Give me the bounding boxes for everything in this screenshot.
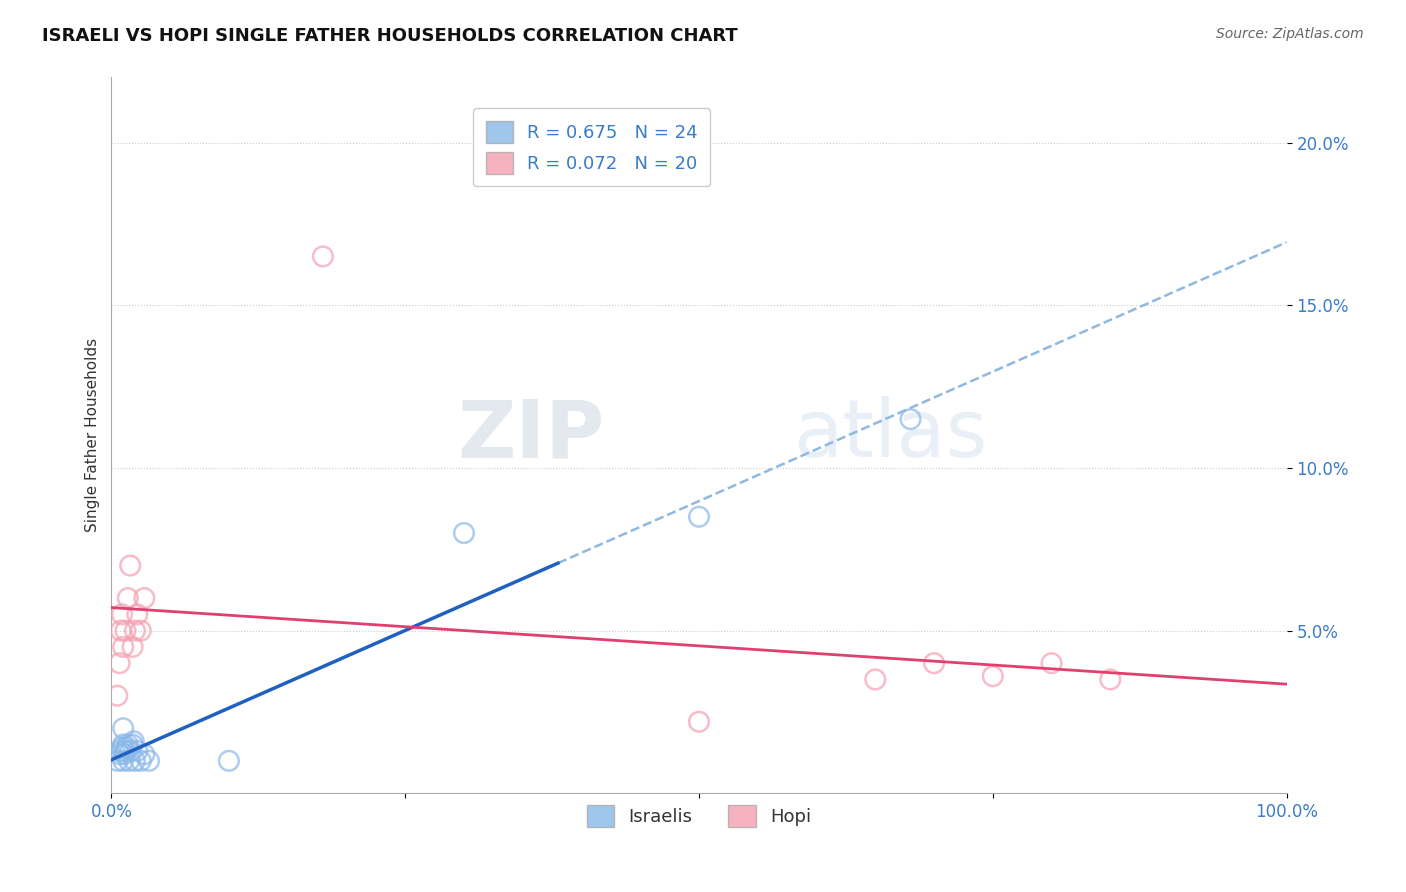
Point [110, 744, 132, 758]
Point [981, 669, 1004, 683]
Point [865, 673, 887, 687]
Point [117, 591, 139, 606]
Point [121, 738, 143, 752]
Point [120, 558, 142, 573]
Point [115, 740, 138, 755]
Point [138, 754, 160, 768]
Point [112, 747, 135, 762]
Point [312, 249, 335, 263]
Point [108, 656, 131, 670]
Point [120, 744, 142, 758]
Point [1040, 656, 1063, 670]
Point [688, 714, 710, 729]
Point [111, 740, 134, 755]
Point [922, 656, 945, 670]
Point [105, 689, 128, 703]
Point [105, 754, 128, 768]
Point [129, 754, 152, 768]
Point [127, 744, 149, 758]
Point [112, 754, 135, 768]
Text: ISRAELI VS HOPI SINGLE FATHER HOUSEHOLDS CORRELATION CHART: ISRAELI VS HOPI SINGLE FATHER HOUSEHOLDS… [42, 27, 738, 45]
Y-axis label: Single Father Households: Single Father Households [86, 338, 100, 533]
Point [112, 738, 135, 752]
Point [121, 640, 143, 654]
Point [129, 624, 152, 638]
Text: ZIP: ZIP [458, 396, 605, 475]
Point [124, 624, 146, 638]
Point [114, 624, 136, 638]
Point [117, 738, 139, 752]
Point [122, 734, 145, 748]
Point [134, 591, 156, 606]
Point [118, 754, 141, 768]
Point [453, 526, 475, 541]
Point [110, 624, 132, 638]
Point [112, 721, 135, 735]
Point [114, 744, 136, 758]
Point [127, 607, 149, 622]
Point [218, 754, 240, 768]
Point [111, 607, 134, 622]
Point [900, 412, 922, 426]
Point [688, 509, 710, 524]
Legend: Israelis, Hopi: Israelis, Hopi [579, 798, 818, 834]
Point [112, 640, 135, 654]
Point [124, 754, 146, 768]
Text: Source: ZipAtlas.com: Source: ZipAtlas.com [1216, 27, 1364, 41]
Point [108, 747, 131, 762]
Point [1099, 673, 1122, 687]
Text: atlas: atlas [793, 396, 987, 475]
Point [134, 747, 156, 762]
